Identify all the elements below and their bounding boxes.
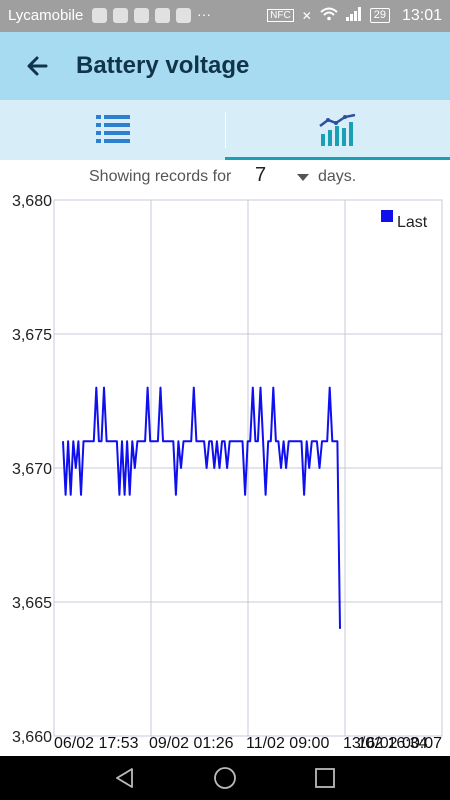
y-tick-label: 3,665 <box>12 595 52 612</box>
tab-selected-indicator <box>225 157 450 160</box>
battery-icon: 29 <box>369 8 390 23</box>
mute-icon: ✕ <box>301 8 312 23</box>
app-notification-icon <box>113 8 128 23</box>
voltage-chart: 3,680 3,675 3,670 3,665 3,660 06/02 17:53 09/0… <box>0 193 450 754</box>
filter-prefix-label: Showing records for <box>89 168 232 185</box>
image-icon <box>176 8 191 23</box>
x-tick-label: 11/02 09:00 <box>246 735 329 752</box>
tab-divider <box>225 112 226 148</box>
carrier-name: Lycamobile <box>8 7 84 24</box>
wifi-icon <box>320 7 338 24</box>
tab-bar <box>0 100 450 160</box>
series-line-last <box>62 386 341 629</box>
y-tick-label: 3,675 <box>12 327 52 344</box>
list-icon <box>96 115 130 143</box>
y-tick-label: 3,680 <box>12 194 52 210</box>
tab-chart[interactable] <box>225 100 450 160</box>
legend-swatch <box>381 210 393 222</box>
page-title: Battery voltage <box>76 52 250 79</box>
filter-row: Showing records for 7 days. <box>0 160 450 194</box>
x-tick-label: 06/02 17:53 <box>54 735 139 752</box>
chart-svg: 3,680 3,675 3,670 3,665 3,660 06/02 17:53 09/0… <box>12 193 443 752</box>
clock: 13:01 <box>401 7 442 24</box>
nav-home-icon[interactable] <box>213 766 237 790</box>
signal-icon <box>345 7 362 24</box>
x-tick-label: 16/02 00:07 <box>357 735 442 752</box>
nav-back-icon[interactable] <box>113 766 137 790</box>
x-tick-label: 09/02 01:26 <box>149 735 234 752</box>
chevron-down-icon[interactable] <box>297 174 309 181</box>
nfc-icon: NFC <box>267 9 294 22</box>
chart-icon <box>319 113 356 146</box>
back-button[interactable] <box>22 50 54 82</box>
navigation-bar <box>0 756 450 800</box>
system-icons: NFC ✕ 29 <box>267 7 390 24</box>
app-bar: Battery voltage <box>0 32 450 100</box>
legend-label: Last <box>397 214 428 231</box>
weather-icon <box>134 8 149 23</box>
usb-icon <box>155 8 170 23</box>
location-icon <box>92 8 107 23</box>
status-bar: Lycamobile ··· NFC ✕ 29 13:01 <box>0 0 450 32</box>
notification-icons: ··· <box>92 6 211 23</box>
arrow-left-icon <box>27 56 48 76</box>
tab-list[interactable] <box>0 100 225 160</box>
more-notifications-icon: ··· <box>197 6 211 22</box>
y-tick-label: 3,670 <box>12 461 52 478</box>
x-tick-label: 13/02 16:34 <box>343 735 428 752</box>
nav-recents-icon[interactable] <box>313 766 337 790</box>
filter-suffix-label: days. <box>318 168 357 185</box>
y-tick-label: 3,660 <box>12 729 52 746</box>
days-select-value[interactable]: 7 <box>255 164 267 186</box>
